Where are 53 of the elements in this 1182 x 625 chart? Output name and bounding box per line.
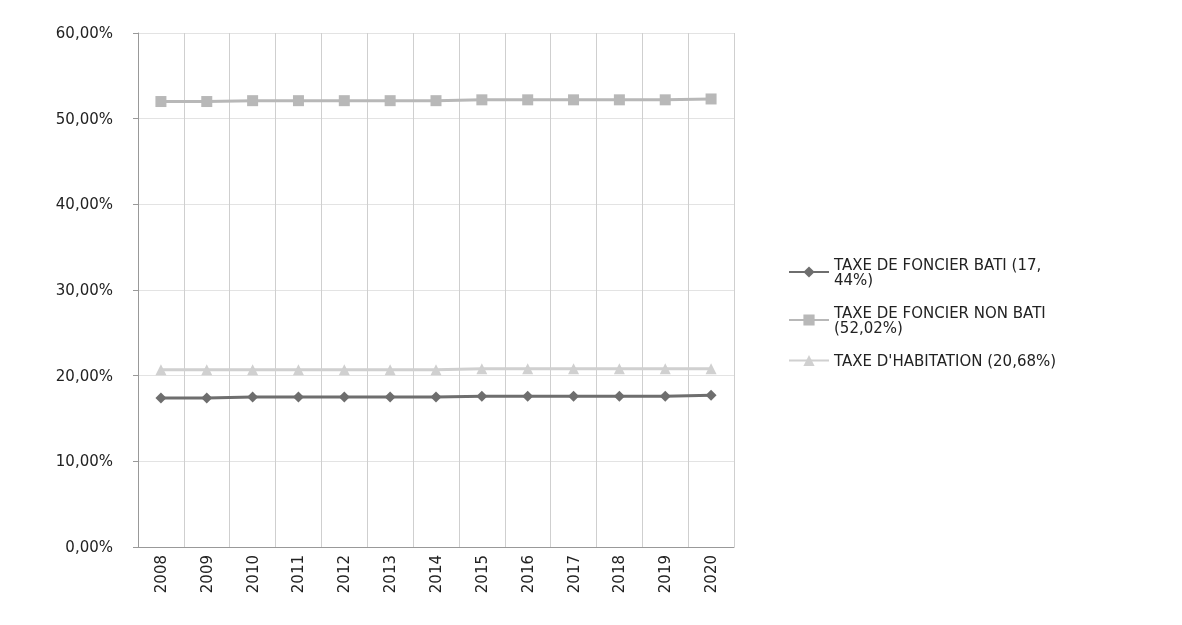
point xyxy=(201,364,213,376)
x-tick-label: 2010 xyxy=(243,555,262,594)
point xyxy=(155,96,167,108)
x-tick-label: 2013 xyxy=(381,555,400,594)
point xyxy=(430,364,442,376)
x-tick-label: 2009 xyxy=(197,555,216,594)
point xyxy=(430,95,442,107)
y-tick-label: 50,00% xyxy=(55,109,113,128)
legend-label: TAXE DE FONCIER NON BATI (52,02%) xyxy=(833,303,1051,337)
point xyxy=(705,363,717,375)
x-tick-label: 2011 xyxy=(289,555,308,594)
point xyxy=(522,363,534,375)
point xyxy=(430,391,442,403)
point xyxy=(659,94,671,106)
x-tick-label: 2020 xyxy=(702,555,721,594)
point xyxy=(568,363,580,375)
point xyxy=(568,94,580,106)
point xyxy=(613,94,625,106)
x-tick-label: 2014 xyxy=(427,555,445,594)
point xyxy=(155,364,167,376)
x-tick-label: 2019 xyxy=(656,555,675,594)
y-tick-label: 0,00% xyxy=(65,538,113,556)
point xyxy=(155,392,167,404)
point xyxy=(476,363,488,375)
point xyxy=(705,93,717,105)
point xyxy=(476,390,488,402)
legend-label: TAXE D'HABITATION (20,68%) xyxy=(833,351,1057,370)
point xyxy=(338,364,350,376)
x-tick-label: 2017 xyxy=(564,555,583,594)
point xyxy=(292,95,304,107)
point xyxy=(338,95,350,107)
y-tick-label: 30,00% xyxy=(55,281,113,299)
y-tick-label: 40,00% xyxy=(55,195,113,214)
x-tick-label: 2008 xyxy=(151,555,170,594)
y-tick-label: 20,00% xyxy=(55,366,113,385)
point xyxy=(522,94,534,106)
y-tick-label: 10,00% xyxy=(55,452,113,471)
x-tick-label: 2016 xyxy=(518,555,537,594)
x-tick-label: 2012 xyxy=(335,555,354,594)
point xyxy=(476,94,488,106)
y-tick-label: 60,00% xyxy=(55,24,113,42)
x-tick-label: 2018 xyxy=(610,555,629,594)
point xyxy=(384,391,396,403)
point xyxy=(292,364,304,376)
point xyxy=(613,363,625,375)
legend-label: TAXE DE FONCIER BATI (17,44%) xyxy=(833,255,1042,289)
point xyxy=(201,96,213,108)
point xyxy=(384,364,396,376)
x-tick-label: 2015 xyxy=(472,555,491,594)
point xyxy=(247,95,259,107)
point xyxy=(247,364,259,376)
point xyxy=(659,363,671,375)
point xyxy=(384,95,396,107)
